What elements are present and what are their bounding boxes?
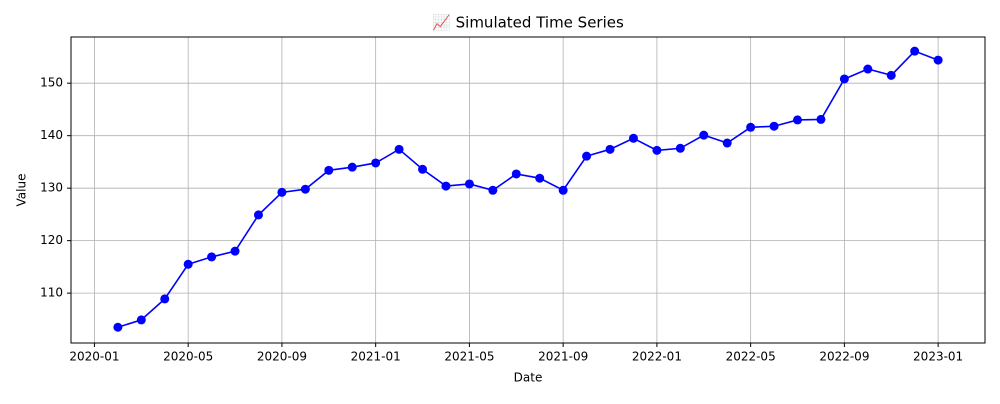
data-point bbox=[113, 322, 123, 332]
data-point bbox=[652, 145, 662, 155]
data-point bbox=[816, 114, 826, 124]
x-tick-label: 2021-09 bbox=[538, 350, 588, 364]
x-tick-label: 2022-09 bbox=[819, 350, 869, 364]
y-tick-label: 140 bbox=[40, 128, 63, 142]
data-point bbox=[324, 165, 334, 175]
data-point bbox=[793, 115, 803, 125]
data-point bbox=[441, 181, 451, 191]
data-point bbox=[582, 151, 592, 161]
data-point bbox=[699, 130, 709, 140]
x-tick-label: 2022-01 bbox=[632, 350, 682, 364]
data-point bbox=[277, 187, 287, 197]
data-point bbox=[394, 144, 404, 154]
data-point bbox=[628, 133, 638, 143]
data-point bbox=[933, 55, 943, 65]
x-tick-label: 2020-05 bbox=[163, 350, 213, 364]
data-point bbox=[183, 259, 193, 269]
x-tick-label: 2021-01 bbox=[351, 350, 401, 364]
data-point bbox=[910, 46, 920, 56]
data-point bbox=[418, 164, 428, 174]
x-tick-label: 2021-05 bbox=[444, 350, 494, 364]
y-tick-label: 110 bbox=[40, 286, 63, 300]
data-point bbox=[863, 64, 873, 74]
data-point bbox=[839, 74, 849, 84]
y-tick-label: 130 bbox=[40, 181, 63, 195]
x-tick-label: 2020-01 bbox=[69, 350, 119, 364]
data-point bbox=[488, 185, 498, 195]
x-tick-label: 2020-09 bbox=[257, 350, 307, 364]
data-point bbox=[511, 169, 521, 179]
data-point bbox=[207, 252, 217, 262]
y-axis-label: Value bbox=[15, 174, 29, 207]
chart-title: 📈 Simulated Time Series bbox=[432, 14, 624, 32]
x-tick-label: 2023-01 bbox=[913, 350, 963, 364]
data-point bbox=[746, 122, 756, 132]
data-point bbox=[371, 158, 381, 168]
data-point bbox=[558, 185, 568, 195]
data-point bbox=[300, 184, 310, 194]
data-point bbox=[605, 144, 615, 154]
y-tick-label: 120 bbox=[40, 233, 63, 247]
x-tick-label: 2022-05 bbox=[726, 350, 776, 364]
data-point bbox=[160, 294, 170, 304]
data-point bbox=[230, 246, 240, 256]
data-point bbox=[253, 210, 263, 220]
data-point bbox=[886, 70, 896, 80]
x-axis-label: Date bbox=[514, 371, 543, 385]
data-point bbox=[464, 179, 474, 189]
y-tick-label: 150 bbox=[40, 76, 63, 90]
plot-frame bbox=[70, 36, 986, 344]
data-point bbox=[347, 162, 357, 172]
data-point bbox=[769, 121, 779, 131]
data-point bbox=[136, 315, 146, 325]
data-point bbox=[535, 173, 545, 183]
data-line bbox=[117, 50, 939, 329]
data-point bbox=[675, 143, 685, 153]
data-point bbox=[722, 138, 732, 148]
